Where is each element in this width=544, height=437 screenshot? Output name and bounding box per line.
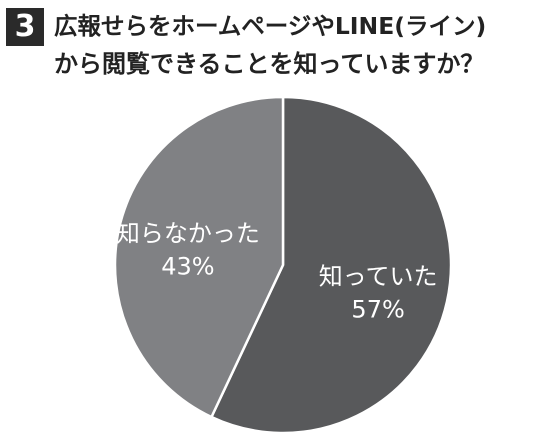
- pie-slice-1: [209, 96, 453, 435]
- question-title-line-1: 広報せらをホームページやLINE(ライン): [54, 12, 487, 40]
- pie-slice-1-value: 57%: [351, 295, 404, 323]
- pie-slice-2-value: 43%: [161, 253, 214, 281]
- pie-chart: 知っていた 57% 知らなかった 43%: [0, 96, 544, 437]
- question-title-line-2: から閲覧できることを知っていますか？: [54, 50, 485, 78]
- pie-labels: 知っていた 57% 知らなかった 43%: [116, 220, 438, 324]
- question-number-badge: 3: [6, 8, 44, 46]
- pie-slice-2: [113, 96, 285, 419]
- pie-chart-svg: 知っていた 57% 知らなかった 43%: [113, 96, 453, 435]
- pie-slice-1-label: 知っていた: [319, 262, 438, 290]
- pie-slices: [113, 96, 453, 435]
- pie-slice-2-label: 知らなかった: [116, 220, 260, 248]
- question-header: 3 広報せらをホームページやLINE(ライン) から閲覧できることを知っています…: [0, 0, 544, 96]
